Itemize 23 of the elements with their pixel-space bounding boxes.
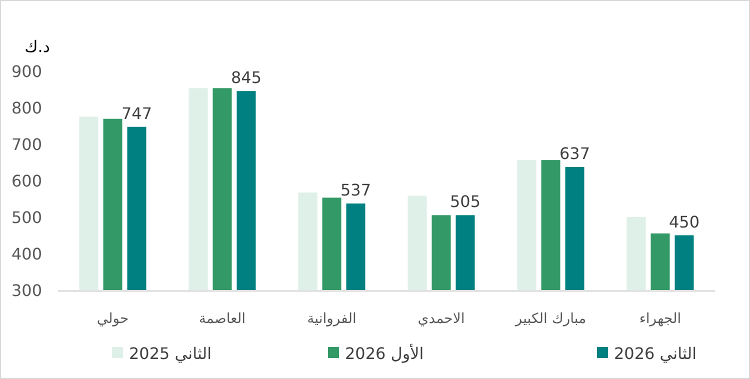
y-tick-label: 900 — [11, 62, 42, 81]
data-label: 747 — [121, 104, 152, 123]
legend-label: الثاني 2025 — [129, 344, 212, 363]
data-label: 637 — [559, 144, 590, 163]
y-tick-label: 600 — [11, 172, 42, 190]
y-tick-label: 400 — [11, 244, 42, 264]
y-tick-label: 500 — [11, 208, 42, 227]
x-tick-label: الاحمدي — [418, 311, 465, 327]
data-label: 450 — [668, 212, 700, 232]
data-label: 537 — [340, 180, 372, 200]
y-tick-label: 700 — [11, 135, 42, 154]
data-label: 505 — [450, 192, 481, 212]
legend-label: الأول 2026 — [345, 343, 424, 363]
data-label: 845 — [230, 68, 262, 88]
x-tick-label: الفروانية — [307, 311, 356, 327]
y-tick-label: 300 — [11, 281, 42, 300]
x-tick-label: حولي — [96, 311, 129, 327]
x-tick-label: مبارك الكبير — [514, 311, 586, 327]
x-tick-label: الجهراء — [639, 311, 682, 327]
x-tick-label: العاصمة — [198, 311, 246, 327]
legend-label: الثاني 2026 — [614, 344, 697, 363]
y-axis-title: د.ك — [24, 37, 50, 56]
y-tick-label: 800 — [11, 98, 42, 118]
